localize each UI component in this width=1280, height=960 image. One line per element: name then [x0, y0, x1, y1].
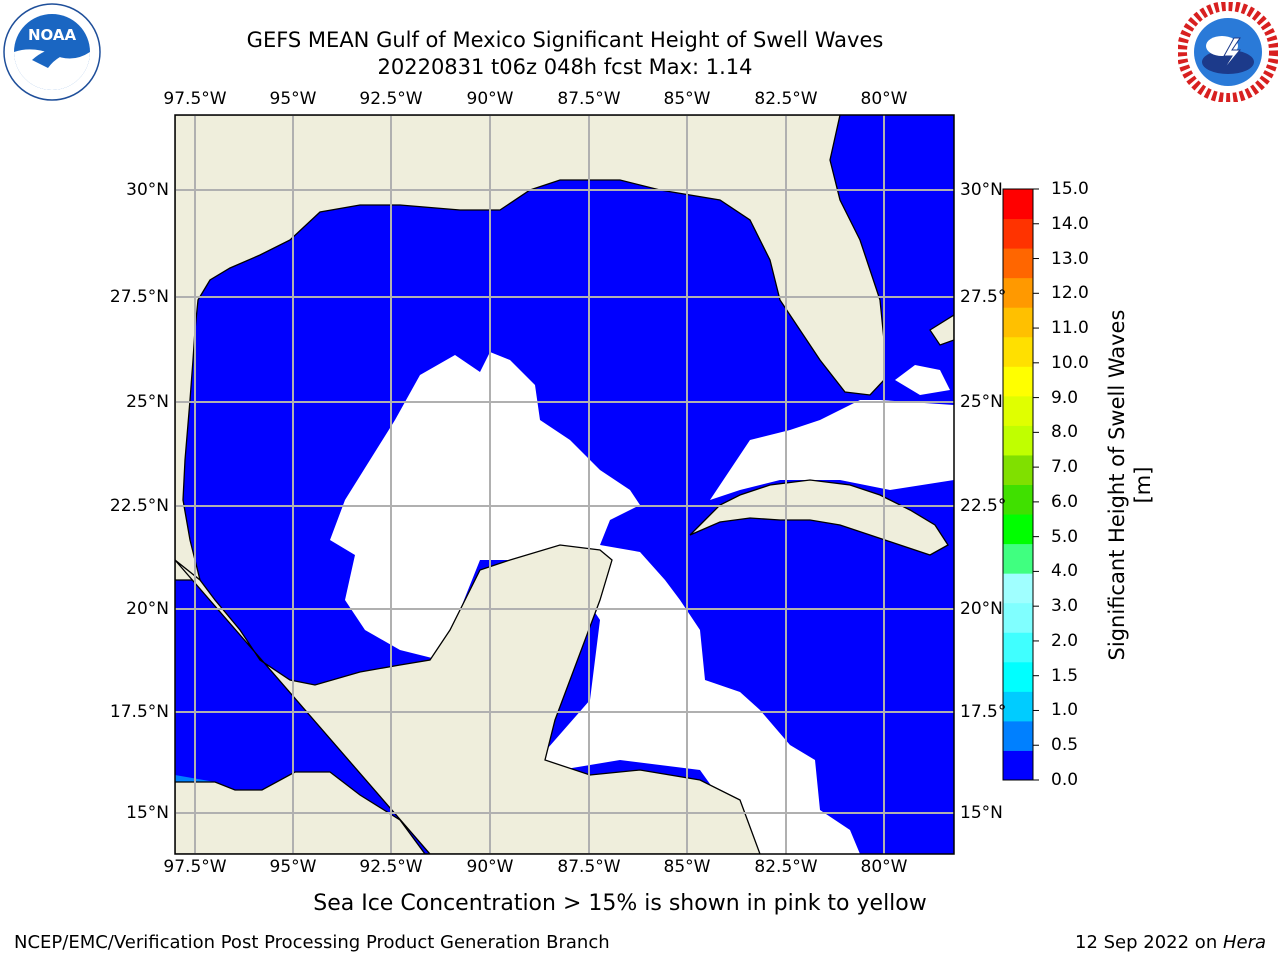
sea-ice-note-text: Sea Ice Concentration > 15% is shown in …: [313, 891, 927, 916]
lat-label-right: 17.5°: [960, 702, 1007, 722]
credit-text: NCEP/EMC/Verification Post Processing Pr…: [14, 932, 610, 953]
lat-label-left: 15°N: [126, 803, 169, 823]
lat-label-right: 15°N: [960, 803, 1003, 823]
chart-subtitle: 20220831 t06z 048h fcst Max: 1.14: [377, 55, 753, 79]
no-data-patch: [895, 365, 950, 395]
colorbar-swatch: [1003, 336, 1033, 367]
colorbar-swatch: [1003, 573, 1033, 604]
lat-label-right: 30°N: [960, 180, 1003, 200]
lon-label-bottom: 95°W: [269, 857, 317, 877]
colorbar-tick-label: 4.0: [1051, 561, 1079, 582]
lon-label-top: 92.5°W: [359, 89, 423, 109]
no-data-patch: [710, 400, 954, 500]
nws-logo: [1178, 2, 1278, 102]
colorbar-tick-label: 15.0: [1051, 179, 1089, 199]
colorbar-tick-label: 1.0: [1051, 700, 1079, 721]
colorbar-swatch: [1003, 661, 1033, 692]
lat-label-right: 27.5°: [960, 287, 1007, 307]
colorbar-swatch: [1003, 750, 1033, 781]
colorbar-tick-label: 12.0: [1051, 283, 1089, 304]
noaa-logo: NOAA: [3, 3, 101, 101]
colorbar-swatch: [1003, 366, 1033, 397]
colorbar-swatch: [1003, 543, 1033, 574]
colorbar-tick-label: 11.0: [1051, 318, 1089, 339]
lat-label-left: 25°N: [126, 392, 169, 412]
date-stamp: 12 Sep 2022 on Hera: [1075, 932, 1266, 953]
lon-label-bottom: 92.5°W: [359, 857, 423, 877]
colorbar-swatch: [1003, 454, 1033, 485]
lat-label-right: 20°N: [960, 599, 1003, 619]
lon-label-bottom: 82.5°W: [754, 857, 818, 877]
map-frame: [174, 114, 955, 855]
colorbar-tick-label: 13.0: [1051, 248, 1089, 269]
colorbar-swatch: [1003, 277, 1033, 308]
lon-label-bottom: 80°W: [860, 857, 908, 877]
colorbar-swatch: [1003, 602, 1033, 633]
date-prefix: 12 Sep 2022 on: [1075, 932, 1223, 953]
lat-label-left: 27.5°N: [109, 287, 169, 307]
colorbar-swatch: [1003, 218, 1033, 249]
lat-label-left: 17.5°N: [109, 702, 169, 722]
colorbar-swatch: [1003, 720, 1033, 751]
lat-label-left: 22.5°N: [109, 496, 169, 516]
colorbar-tick-label: 6.0: [1051, 491, 1079, 512]
colorbar-tick-label: 14.0: [1051, 213, 1089, 234]
graticule: [175, 115, 954, 854]
land-bahamas: [929, 314, 954, 346]
colorbar-swatch: [1003, 307, 1033, 338]
lon-label-top: 82.5°W: [754, 89, 818, 109]
colorbar-tick-label: 10.0: [1051, 352, 1089, 373]
lon-label-bottom: 97.5°W: [163, 857, 227, 877]
colorbar-tick-label: 0.0: [1051, 770, 1079, 790]
lon-label-bottom: 85°W: [663, 857, 711, 877]
colorbar: [1002, 188, 1039, 781]
colorbar-tick-label: 9.0: [1051, 387, 1079, 408]
date-host: Hera: [1222, 932, 1266, 953]
lon-label-top: 90°W: [466, 89, 514, 109]
chart-title: GEFS MEAN Gulf of Mexico Significant Hei…: [246, 28, 884, 52]
noaa-logo-text: NOAA: [28, 26, 77, 44]
colorbar-tick-label: 1.5: [1051, 665, 1079, 686]
lat-label-right: 22.5°: [960, 496, 1007, 516]
lon-label-bottom: 90°W: [466, 857, 514, 877]
lon-label-top: 87.5°W: [557, 89, 621, 109]
land-mexico: [175, 544, 761, 854]
colorbar-swatch: [1003, 514, 1033, 545]
colorbar-tick-label: 7.0: [1051, 457, 1079, 478]
lat-label-left: 30°N: [126, 180, 169, 200]
colorbar-tick-label: 8.0: [1051, 422, 1079, 443]
colorbar-swatch: [1003, 425, 1033, 456]
colorbar-swatch: [1003, 189, 1033, 220]
colorbar-swatch: [1003, 691, 1033, 722]
lon-label-top: 95°W: [269, 89, 317, 109]
colorbar-tick-label: 3.0: [1051, 596, 1079, 617]
lon-label-top: 97.5°W: [163, 89, 227, 109]
colorbar-tick-label: 2.0: [1051, 630, 1079, 651]
colorbar-swatch: [1003, 248, 1033, 279]
lon-label-top: 80°W: [860, 89, 908, 109]
sea-ice-note: Sea Ice Concentration > 15% is shown in …: [0, 891, 1280, 916]
colorbar-tick-label: 0.5: [1051, 735, 1079, 756]
lon-label-top: 85°W: [663, 89, 711, 109]
colorbar-frame: [1002, 188, 1034, 781]
colorbar-swatch: [1003, 632, 1033, 663]
colorbar-tick-label: 5.0: [1051, 526, 1079, 547]
lat-label-left: 20°N: [126, 599, 169, 619]
lat-label-right: 25°N: [960, 392, 1003, 412]
map-area: [175, 115, 954, 854]
colorbar-swatch: [1003, 395, 1033, 426]
lon-label-bottom: 87.5°W: [557, 857, 621, 877]
colorbar-swatch: [1003, 484, 1033, 515]
colorbar-title: Significant Height of Swell Waves [m]: [1105, 309, 1155, 661]
